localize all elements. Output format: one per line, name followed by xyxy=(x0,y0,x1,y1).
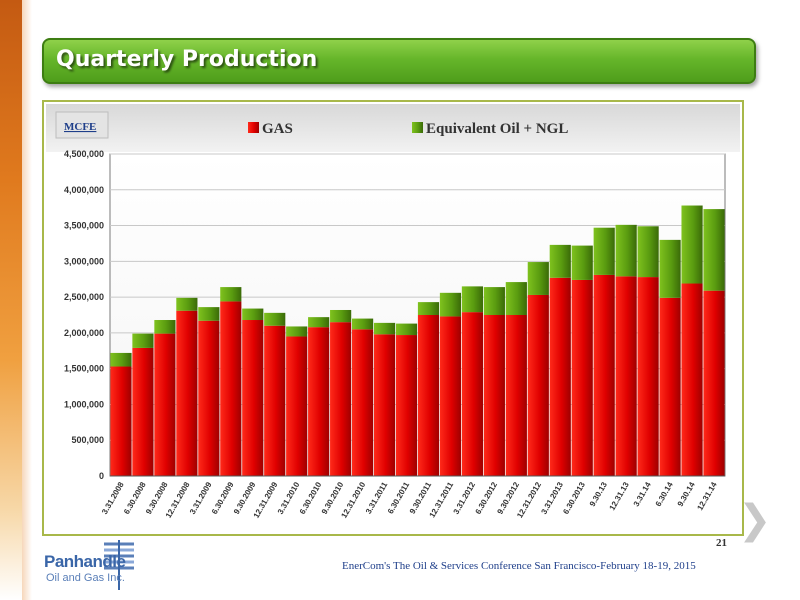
bar-gas xyxy=(110,366,132,476)
bar-gas xyxy=(593,274,615,476)
bar-oil-ngl xyxy=(242,308,264,321)
legend-oil-swatch xyxy=(412,122,423,133)
bar-oil-ngl xyxy=(417,302,440,315)
x-tick-label: 9.30.13 xyxy=(588,480,609,508)
logo-wave-icon xyxy=(104,540,134,590)
bar-gas xyxy=(549,277,571,476)
y-tick-label: 1,000,000 xyxy=(64,399,104,409)
bar-oil-ngl xyxy=(483,287,505,315)
bar-gas xyxy=(352,329,374,476)
bar-oil-ngl xyxy=(681,205,703,284)
bar-oil-ngl xyxy=(703,209,725,291)
next-slide-chevron-icon[interactable]: ❯ xyxy=(738,497,772,543)
bar-oil-ngl xyxy=(395,323,418,336)
y-tick-label: 2,500,000 xyxy=(64,292,104,302)
bar-gas xyxy=(264,325,286,476)
footer-text: EnerCom's The Oil & Services Conference … xyxy=(342,560,696,572)
bar-oil-ngl xyxy=(110,352,132,367)
x-tick-label: 12.31.13 xyxy=(608,480,632,512)
legend-oil-label: Equivalent Oil + NGL xyxy=(426,121,568,137)
bar-gas xyxy=(373,334,396,476)
title-bar: Quarterly Production xyxy=(42,38,756,84)
slide-title: Quarterly Production xyxy=(56,47,318,72)
bar-gas xyxy=(571,279,593,476)
bar-gas xyxy=(659,297,681,476)
bar-oil-ngl xyxy=(505,282,527,315)
bar-gas xyxy=(242,320,264,476)
y-tick-label: 1,500,000 xyxy=(64,364,104,374)
bar-gas xyxy=(330,322,352,476)
bar-oil-ngl xyxy=(198,307,220,321)
bar-gas xyxy=(176,310,198,476)
legend-gas-label: GAS xyxy=(262,121,293,137)
x-tick-label: 9.30.14 xyxy=(676,480,697,508)
bar-gas xyxy=(681,283,703,476)
x-tick-label: 6.30.14 xyxy=(654,480,675,508)
page-number: 21 xyxy=(716,537,727,549)
bar-oil-ngl xyxy=(593,227,615,275)
x-tick-label: 12.31.14 xyxy=(695,480,719,512)
company-logo: Panhandle Oil and Gas Inc. xyxy=(44,538,144,593)
logo-subtitle: Oil and Gas Inc. xyxy=(46,572,125,584)
production-chart: MCFE GAS Equivalent Oil + NGL 0 500,000 1,… xyxy=(46,104,740,520)
bar-oil-ngl xyxy=(132,333,154,348)
bar-gas xyxy=(198,320,220,476)
bar-gas xyxy=(615,276,637,476)
y-tick-label: 3,500,000 xyxy=(64,221,104,231)
y-tick-label: 4,000,000 xyxy=(64,185,104,195)
x-tick-label: 3.31.14 xyxy=(632,480,653,508)
bar-gas xyxy=(637,277,659,476)
bar-gas xyxy=(439,316,462,476)
bar-oil-ngl xyxy=(154,320,176,334)
y-tick-label: 2,000,000 xyxy=(64,328,104,338)
mcfe-label: MCFE xyxy=(64,121,96,133)
bar-oil-ngl xyxy=(527,262,549,295)
bar-oil-ngl xyxy=(549,244,571,278)
y-tick-label: 500,000 xyxy=(71,435,104,445)
mcfe-label-box xyxy=(55,111,109,139)
bar-oil-ngl xyxy=(264,312,286,326)
bar-gas xyxy=(417,315,440,476)
bar-gas xyxy=(483,315,505,476)
bar-oil-ngl xyxy=(615,224,637,277)
x-tick-label: 6.30.2013 xyxy=(561,480,587,516)
bar-gas xyxy=(154,333,176,476)
bar-oil-ngl xyxy=(461,286,483,313)
bar-oil-ngl xyxy=(330,309,352,323)
bar-gas xyxy=(132,347,154,476)
chart-header-band xyxy=(46,104,740,152)
bar-gas xyxy=(527,294,549,476)
chart-frame: MCFE GAS Equivalent Oil + NGL 0 500,000 1,… xyxy=(42,100,744,536)
legend-gas-swatch xyxy=(248,122,259,133)
bar-oil-ngl xyxy=(176,297,198,311)
bar-gas xyxy=(703,290,725,476)
bar-oil-ngl xyxy=(220,287,242,302)
bar-oil-ngl xyxy=(439,292,462,317)
y-tick-label: 4,500,000 xyxy=(64,149,104,159)
bar-oil-ngl xyxy=(571,245,593,280)
bar-gas xyxy=(505,315,527,476)
bar-gas xyxy=(395,335,418,476)
bar-oil-ngl xyxy=(637,226,659,278)
y-tick-label: 3,000,000 xyxy=(64,256,104,266)
bar-oil-ngl xyxy=(308,317,330,328)
bar-oil-ngl xyxy=(659,239,681,298)
bar-oil-ngl xyxy=(286,326,308,337)
bar-gas xyxy=(286,336,308,476)
bar-gas xyxy=(461,312,483,476)
bar-gas xyxy=(220,301,242,476)
bar-oil-ngl xyxy=(352,318,374,330)
logo-name: Panhandle xyxy=(44,552,126,571)
bar-gas xyxy=(308,327,330,476)
left-accent-bar xyxy=(0,0,32,600)
bar-oil-ngl xyxy=(373,322,396,335)
y-tick-label: 0 xyxy=(99,471,104,481)
